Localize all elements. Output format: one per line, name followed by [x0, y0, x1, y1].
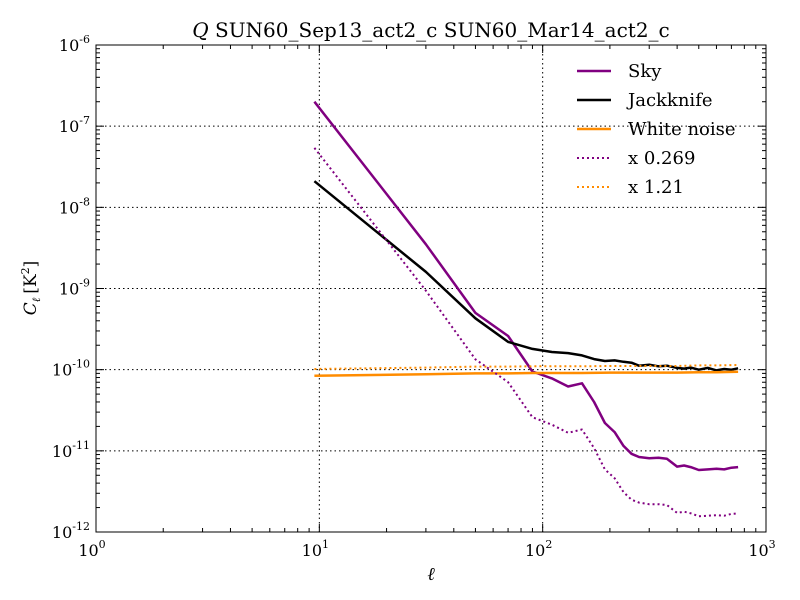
series-line-2 [313, 180, 739, 372]
chart-title: Q SUN60_Sep13_act2_c SUN60_Mar14_act2_c [192, 18, 670, 42]
y-tick-label: 10-6 [59, 33, 90, 55]
y-tick-label: 10-7 [59, 114, 90, 136]
ticks: 100 101 102 103 10-12 10-11 10-10 10-9 10-8 10-7 1… [52, 33, 776, 560]
legend-label: White noise [628, 119, 736, 140]
legend-label: x 0.269 [628, 148, 695, 169]
series-line-5 [314, 364, 739, 370]
y-tick-label: 10-11 [52, 439, 90, 461]
x-axis-label: ℓ [427, 564, 435, 585]
x-tick-label: 103 [748, 538, 775, 560]
y-axis-label: Cℓ[K2] [19, 261, 43, 316]
x-tick-label: 102 [525, 538, 552, 560]
legend-label: Sky [628, 61, 662, 82]
series-layer [313, 100, 739, 518]
y-tick-label: 10-8 [59, 195, 90, 217]
legend-label: x 1.21 [628, 177, 684, 198]
grid [96, 45, 766, 532]
y-tick-label: 10-12 [52, 520, 90, 542]
series-line-4 [313, 147, 739, 518]
legend: Sky Jackknife White noise x 0.269 x 1.21 [577, 61, 736, 198]
y-tick-label: 10-9 [59, 277, 90, 299]
series-line-3 [314, 370, 739, 378]
y-tick-label: 10-10 [52, 358, 90, 380]
x-tick-label: 100 [78, 538, 105, 560]
legend-label: Jackknife [626, 90, 713, 111]
x-tick-label: 101 [302, 538, 329, 560]
